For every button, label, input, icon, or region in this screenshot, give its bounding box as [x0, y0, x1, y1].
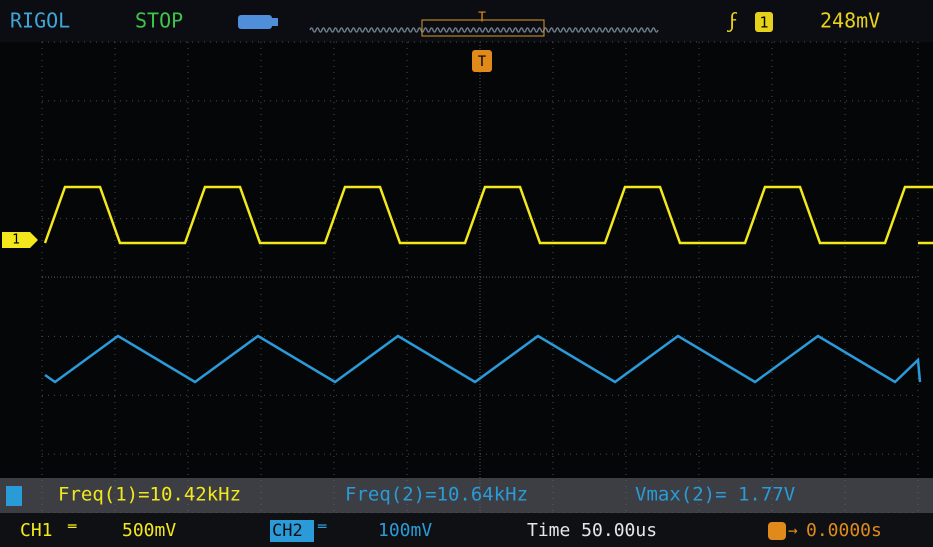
brand: RIGOL [10, 9, 70, 33]
run-status: STOP [135, 9, 183, 33]
ch1-waveform [45, 187, 933, 243]
memory-icon [238, 15, 272, 29]
memory-icon-tip [272, 18, 278, 26]
trigger-offset-icon [768, 522, 786, 540]
trigger-position-flag-label: T [478, 54, 487, 70]
graticule [42, 42, 918, 513]
ch2-scale: 100mV [378, 520, 432, 541]
measure-vmax2: Vmax(2)= 1.77V [635, 484, 795, 506]
measure-channel-tab [6, 486, 22, 506]
ch1-label: CH1 [20, 520, 53, 541]
measure-freq1: Freq(1)=10.42kHz [58, 484, 241, 506]
trigger-source: 1 [759, 14, 768, 32]
trigger-level: 248mV [820, 9, 880, 33]
trigger-offset-arrow: → [788, 521, 798, 540]
trigger-offset: 0.0000s [806, 520, 882, 541]
oscilloscope-screen: RIGOL STOP T ϝ 1 248mV T 1 Freq(1)=10.42… [0, 0, 933, 547]
ch1-coupling: ═ [67, 519, 77, 535]
trigger-position-marker: T [478, 11, 486, 26]
timebase: Time 50.00us [527, 520, 657, 541]
ch1-scale: 500mV [122, 520, 176, 541]
trigger-edge-icon: ϝ [727, 9, 739, 33]
ch1-level-marker [2, 232, 38, 248]
ch2-waveform [45, 336, 920, 382]
display: RIGOL STOP T ϝ 1 248mV T 1 Freq(1)=10.42… [0, 0, 933, 547]
ch2-label: CH2 [272, 521, 303, 541]
measure-freq2: Freq(2)=10.64kHz [345, 484, 528, 506]
ch2-coupling: ═ [317, 519, 327, 535]
ch1-level-label: 1 [12, 233, 20, 248]
